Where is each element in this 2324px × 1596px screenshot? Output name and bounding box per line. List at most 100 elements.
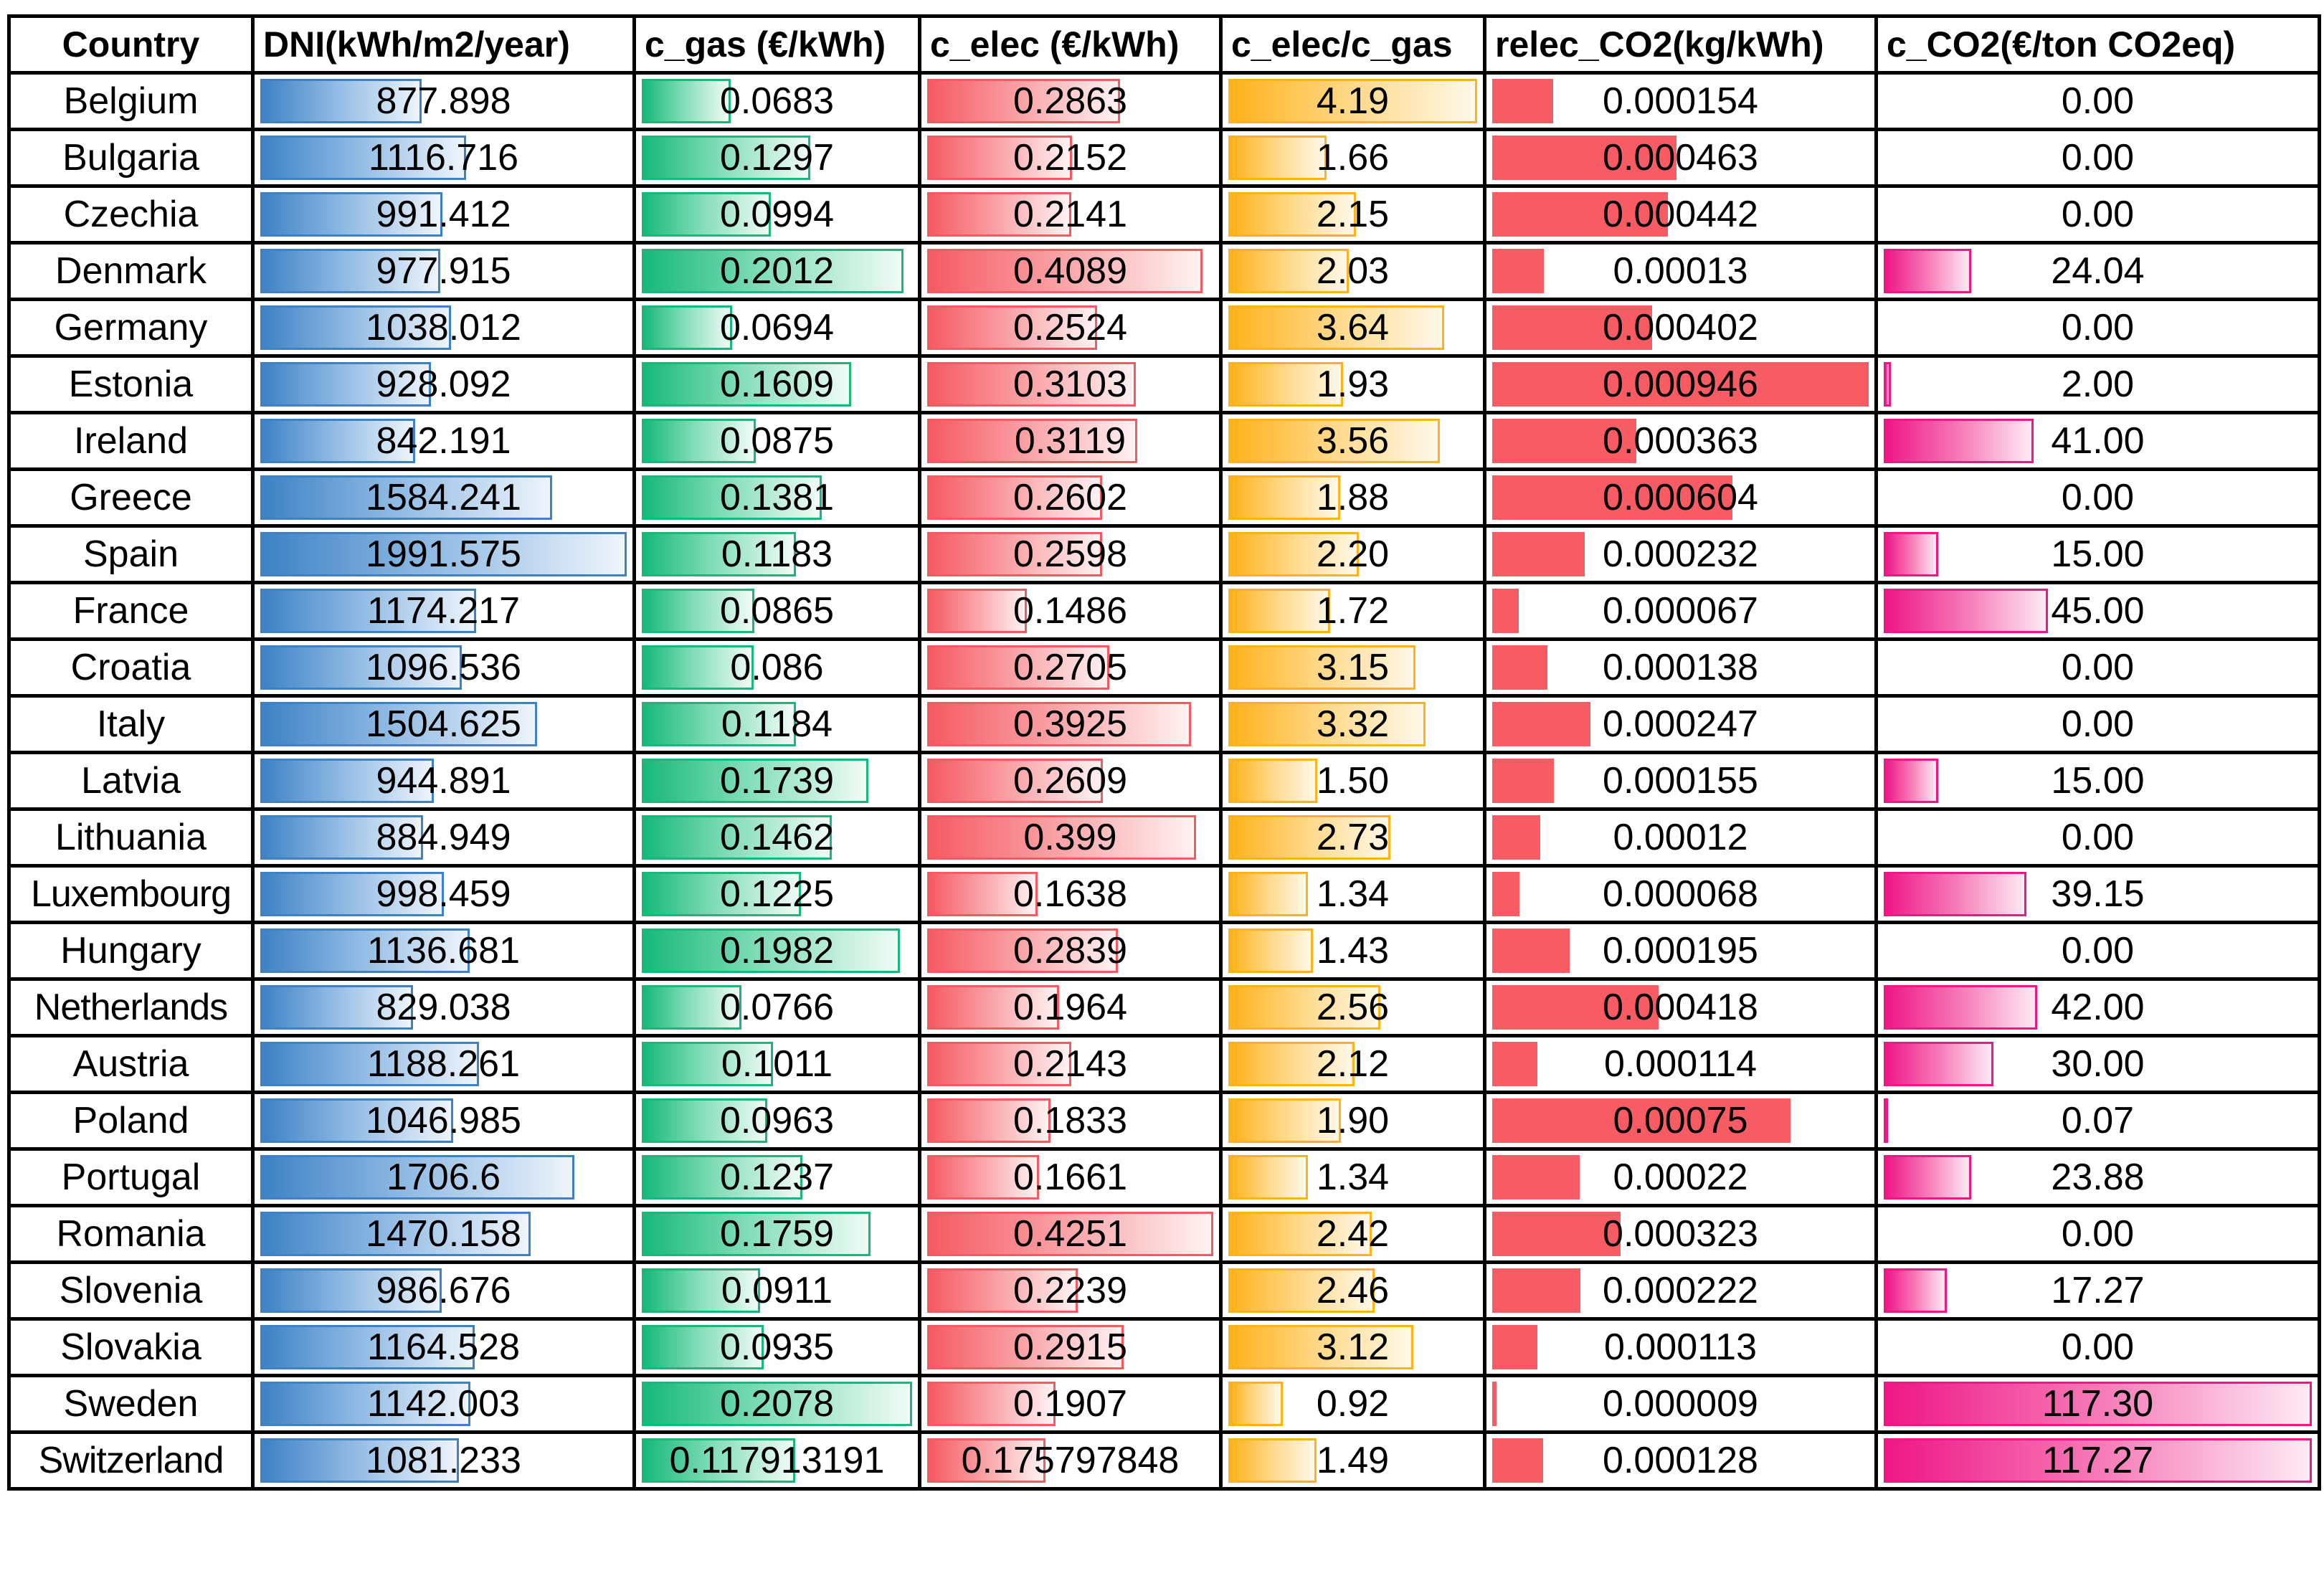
c-elec-cell: 0.2602 [918, 467, 1223, 528]
country-cell: Italy [7, 694, 255, 754]
data-bar [1228, 589, 1331, 633]
relec-cell: 0.000154 [1483, 71, 1878, 131]
data-bar [260, 136, 466, 180]
ratio-cell: 3.64 [1219, 298, 1486, 358]
data-bar [1884, 589, 2048, 633]
dni-cell: 1096.536 [251, 637, 636, 698]
cell-value: 0.0911 [721, 1270, 833, 1311]
data-bar [1492, 192, 1669, 237]
cell-value: 0.0683 [719, 80, 835, 122]
c-co2-cell: 2.00 [1874, 354, 2321, 414]
table-row: Luxembourg 998.459 0.1225 0.1638 1.34 0.00006… [7, 864, 2321, 924]
relec-cell: 0.000604 [1483, 467, 1878, 528]
table-row: Portugal 1706.6 0.1237 0.1661 1.34 0.00022 23.… [7, 1147, 2321, 1207]
data-bar [1492, 1325, 1537, 1369]
cell-value: 0.07 [2061, 1100, 2135, 1141]
data-bar [1492, 589, 1519, 633]
data-bar [642, 532, 796, 576]
dni-cell: 944.891 [251, 751, 636, 811]
country-cell: Czechia [7, 184, 255, 244]
dni-cell: 842.191 [251, 411, 636, 471]
country-cell: Latvia [7, 751, 255, 811]
relec-cell: 0.00022 [1483, 1147, 1878, 1207]
ratio-cell: 3.32 [1219, 694, 1486, 754]
cell-value: 0.175797848 [961, 1440, 1180, 1481]
ratio-cell: 1.34 [1219, 1147, 1486, 1207]
cell-value: 2.03 [1316, 250, 1390, 292]
c-co2-cell: 39.15 [1874, 864, 2321, 924]
data-bar [1492, 985, 1659, 1030]
cell-value: 23.88 [2051, 1156, 2145, 1198]
table-row: Denmark 977.915 0.2012 0.4089 2.03 0.00013 24.… [7, 241, 2321, 301]
relec-cell: 0.000113 [1483, 1317, 1878, 1377]
c-elec-cell: 0.1661 [918, 1147, 1223, 1207]
data-bar [1228, 79, 1477, 123]
c-co2-cell: 23.88 [1874, 1147, 2321, 1207]
data-bar [642, 1268, 761, 1313]
c-elec-cell: 0.2152 [918, 128, 1223, 188]
cell-value: 42.00 [2051, 987, 2145, 1028]
cell-value: 0.00075 [1613, 1100, 1748, 1141]
c-gas-cell: 0.0683 [632, 71, 921, 131]
cell-value: 0.4089 [1012, 250, 1128, 292]
cell-value: 0.4251 [1012, 1213, 1128, 1255]
cell-value: 1164.528 [366, 1326, 521, 1368]
country-cell: Bulgaria [7, 128, 255, 188]
data-bar [927, 1155, 1039, 1200]
dni-cell: 977.915 [251, 241, 636, 301]
table-row: Slovenia 986.676 0.0911 0.2239 2.46 0.000222 1… [7, 1260, 2321, 1321]
data-bar [642, 79, 731, 123]
cell-value: 0.000195 [1603, 930, 1758, 972]
cell-value: 0.000323 [1603, 1213, 1758, 1255]
data-bar [1492, 475, 1733, 520]
cell-value: 0.1225 [719, 873, 835, 915]
c-co2-cell: 24.04 [1874, 241, 2321, 301]
table-row: Romania 1470.158 0.1759 0.4251 2.42 0.000323 0… [7, 1204, 2321, 1264]
data-bar [260, 362, 432, 407]
ratio-cell: 1.34 [1219, 864, 1486, 924]
data-bar [642, 475, 822, 520]
c-gas-cell: 0.2078 [632, 1374, 921, 1434]
data-bar [1228, 1268, 1375, 1313]
c-elec-cell: 0.2598 [918, 524, 1223, 584]
cell-value: 0.000154 [1603, 80, 1758, 122]
data-bar [1884, 985, 2037, 1030]
header-c-co2: c_CO2(€/ton CO2eq) [1874, 14, 2321, 75]
data-bar [1492, 532, 1585, 576]
data-bar [1492, 759, 1554, 803]
data-bar [927, 532, 1102, 576]
cell-value: 842.191 [376, 420, 511, 462]
cell-value: 0.3119 [1014, 420, 1127, 462]
header-elec-gas-ratio: c_elec/c_gas [1219, 14, 1486, 75]
data-bar [1884, 1155, 1971, 1200]
data-bar [1492, 1382, 1497, 1426]
relec-cell: 0.000114 [1483, 1034, 1878, 1094]
cell-value: 0.0865 [719, 590, 835, 632]
cell-value: 0.2143 [1012, 1043, 1128, 1085]
cell-value: 1.66 [1316, 137, 1390, 179]
c-co2-cell: 0.07 [1874, 1091, 2321, 1151]
cell-value: 1136.681 [366, 930, 521, 972]
relec-cell: 0.000463 [1483, 128, 1878, 188]
ratio-cell: 1.43 [1219, 921, 1486, 981]
data-bar [927, 192, 1071, 237]
cell-value: 0.2524 [1012, 307, 1128, 348]
c-elec-cell: 0.175797848 [918, 1430, 1223, 1491]
c-gas-cell: 0.1297 [632, 128, 921, 188]
data-bar [260, 1268, 442, 1313]
cell-value: 4.19 [1316, 80, 1390, 122]
table-row: Czechia 991.412 0.0994 0.2141 2.15 0.000442 0.… [7, 184, 2321, 244]
cell-value: 0.2863 [1012, 80, 1128, 122]
cell-value: 991.412 [376, 194, 511, 235]
c-gas-cell: 0.0994 [632, 184, 921, 244]
data-bar [260, 1438, 460, 1483]
c-co2-cell: 17.27 [1874, 1260, 2321, 1321]
cell-value: 0.3103 [1012, 364, 1128, 405]
relec-cell: 0.000363 [1483, 411, 1878, 471]
cell-value: 0.00 [2061, 930, 2135, 972]
cell-value: 2.00 [2061, 364, 2135, 405]
data-bar [642, 1438, 795, 1483]
cell-value: 1470.158 [366, 1213, 521, 1255]
cell-value: 0.00 [2061, 703, 2135, 745]
country-cell: Austria [7, 1034, 255, 1094]
